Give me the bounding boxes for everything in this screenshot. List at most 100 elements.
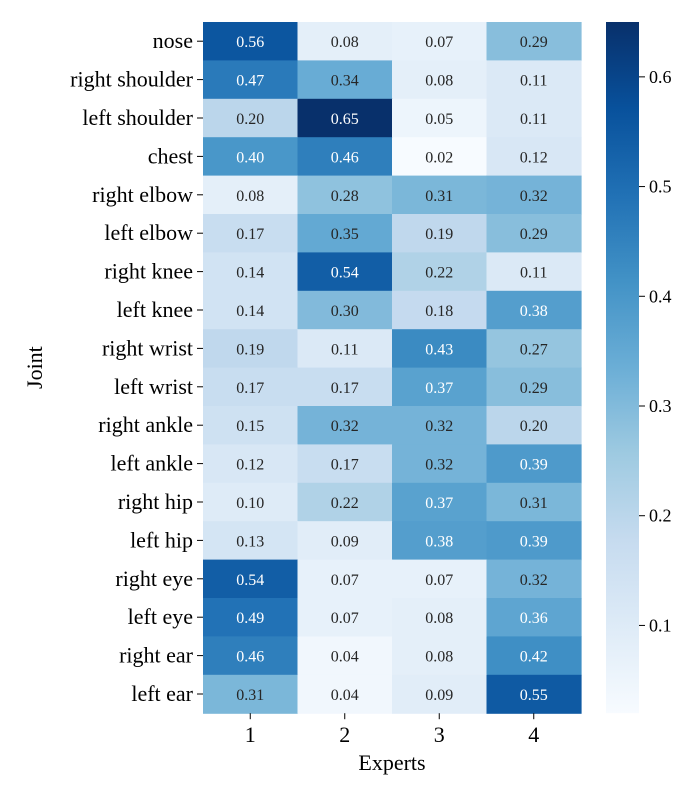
heatmap-cell [203,252,299,292]
heatmap-cell [297,22,393,61]
column-label: 4 [528,722,539,747]
heatmap-cell [297,444,393,484]
heatmap-cell [392,98,488,138]
heatmap-cell [203,406,299,445]
cell-value-label: 0.36 [520,610,548,627]
heatmap-cell [203,22,299,61]
heatmap-cell [486,329,582,369]
heatmap-cell [203,98,299,138]
heatmap-cell [486,559,582,599]
cell-value-label: 0.13 [236,533,264,550]
cell-value-label: 0.42 [520,649,548,666]
heatmap-cell [392,674,488,714]
heatmap-cell [203,137,299,177]
cell-value-label: 0.09 [331,533,359,550]
cell-value-label: 0.14 [236,303,264,320]
cell-value-label: 0.39 [520,457,548,474]
row-label: right shoulder [70,67,193,92]
cell-value-label: 0.37 [425,380,453,397]
heatmap-cell [392,521,488,561]
heatmap-cell [297,367,393,407]
heatmap-cell [203,290,299,330]
cell-value-label: 0.46 [331,149,359,166]
heatmap-cell [392,482,488,522]
cell-value-label: 0.04 [331,687,359,704]
heatmap-cell [486,60,582,100]
row-label: left knee [117,297,193,322]
heatmap-cell [203,521,299,561]
heatmap-cell [486,214,582,253]
column-label: 1 [245,722,256,747]
column-label: 3 [434,722,445,747]
colorbar-tick-label: 0.5 [649,177,672,197]
row-label: left eye [128,604,193,629]
colorbar-tick-label: 0.3 [649,396,672,416]
cell-value-label: 0.28 [331,188,359,205]
cell-value-label: 0.07 [425,34,453,51]
cell-value-label: 0.11 [331,341,358,358]
cell-value-label: 0.07 [331,572,359,589]
heatmap-cell [297,559,393,599]
cell-value-label: 0.27 [520,341,548,358]
heatmap-cell [392,406,488,445]
cell-value-label: 0.32 [425,418,453,435]
cell-value-label: 0.31 [236,687,264,704]
cell-value-label: 0.07 [331,610,359,627]
cell-value-label: 0.19 [236,341,264,358]
cell-value-label: 0.08 [425,649,453,666]
cell-value-label: 0.37 [425,495,453,512]
row-label: left ankle [111,451,193,476]
heatmap-cell [392,636,488,676]
heatmap-cell [486,482,582,522]
heatmap-cell [297,175,393,215]
column-labels: 1 2 3 4 [245,713,539,747]
row-label: right knee [104,259,193,284]
cell-value-label: 0.49 [236,610,264,627]
heatmap-cell [203,175,299,215]
heatmap-cell [392,175,488,215]
heatmap-cell [392,290,488,330]
cell-value-label: 0.08 [331,34,359,51]
cell-value-label: 0.32 [425,457,453,474]
cell-value-label: 0.65 [331,111,359,128]
cell-value-label: 0.32 [520,188,548,205]
heatmap-cell [486,521,582,561]
heatmap-cell [297,329,393,369]
cell-value-label: 0.12 [520,149,548,166]
colorbar-ticks: 0.1 0.2 0.3 0.4 0.5 0.6 [639,67,672,635]
cell-value-label: 0.38 [520,303,548,320]
heatmap-cell [297,521,393,561]
cell-value-label: 0.09 [425,687,453,704]
cell-value-label: 0.38 [425,533,453,550]
heatmap-cell [297,98,393,138]
heatmap-cell [297,60,393,100]
cell-value-label: 0.15 [236,418,264,435]
colorbar-tick-label: 0.2 [649,506,672,526]
row-label: left wrist [114,374,193,399]
heatmap-cell [203,559,299,599]
heatmap-cell [203,636,299,676]
column-label: 2 [339,722,350,747]
cell-value-label: 0.02 [425,149,453,166]
cell-value-label: 0.10 [236,495,264,512]
heatmap-cell [486,367,582,407]
heatmap-cell [203,60,299,100]
cell-value-label: 0.30 [331,303,359,320]
heatmap-cell [203,367,299,407]
cell-value-label: 0.39 [520,533,548,550]
cell-value-label: 0.31 [425,188,453,205]
cell-value-label: 0.12 [236,457,264,474]
cell-value-label: 0.35 [331,226,359,243]
heatmap-cell [203,482,299,522]
heatmap-cell [203,598,299,637]
heatmap-cell [297,252,393,292]
heatmap-cell [392,252,488,292]
heatmap-cell [392,329,488,369]
heatmap-cell [297,290,393,330]
heatmap-cell [392,214,488,253]
x-axis-title: Experts [358,750,425,775]
cell-value-label: 0.20 [236,111,264,128]
cell-value-label: 0.11 [520,265,547,282]
heatmap-cell [392,137,488,177]
cell-value-label: 0.17 [236,226,264,243]
